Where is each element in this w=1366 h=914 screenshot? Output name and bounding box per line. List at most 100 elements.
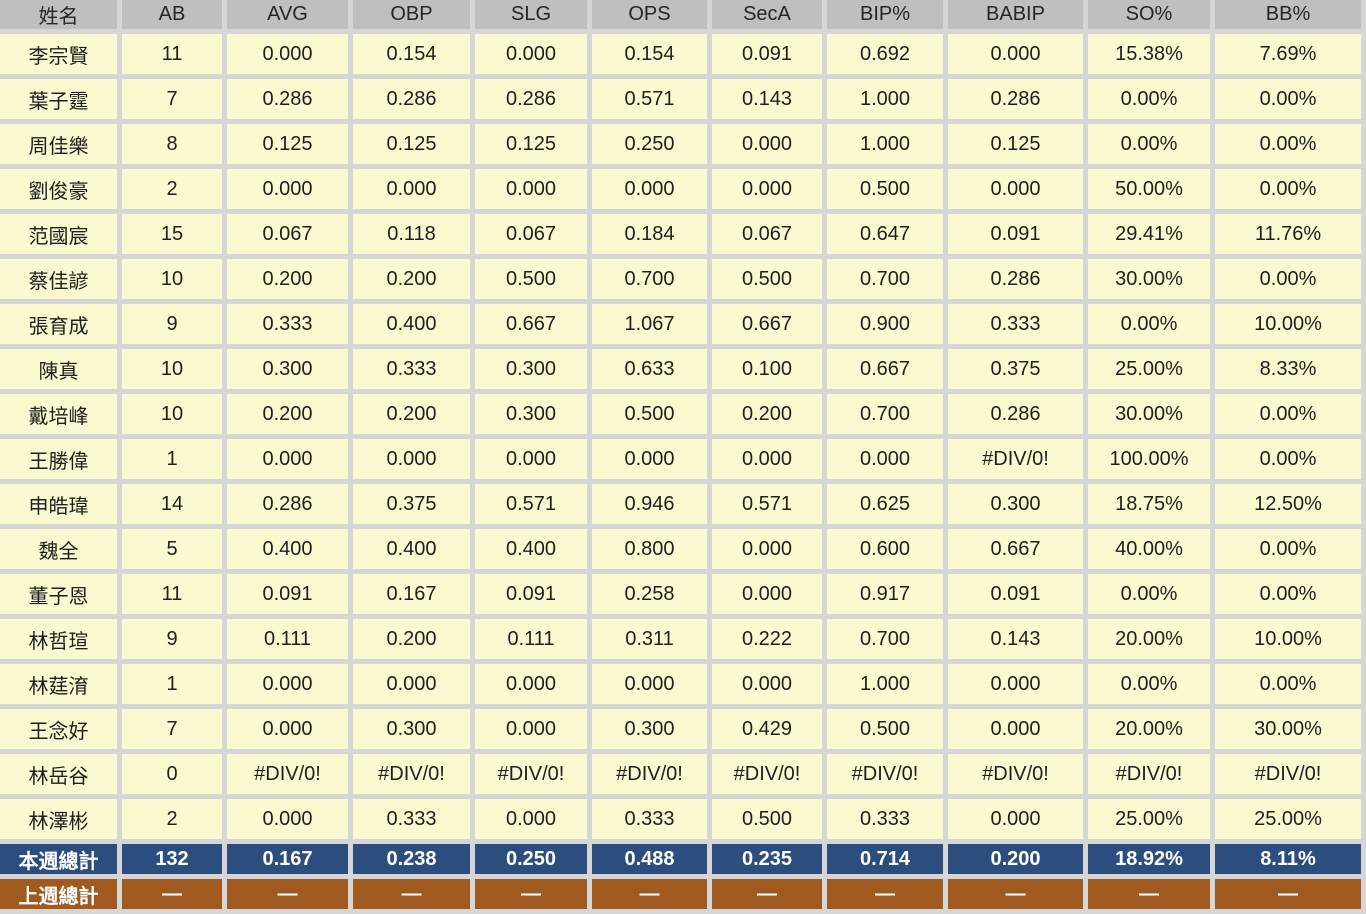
- stat-cell[interactable]: 0.900: [827, 304, 943, 344]
- stat-cell[interactable]: 0.000: [712, 529, 822, 569]
- stat-cell[interactable]: 0.300: [353, 709, 470, 749]
- stat-cell[interactable]: 0.000: [227, 664, 348, 704]
- column-header-1[interactable]: AB: [122, 0, 222, 29]
- stat-cell[interactable]: 0.286: [948, 259, 1083, 299]
- stat-cell[interactable]: 25.00%: [1215, 799, 1361, 839]
- stat-cell[interactable]: 0.00%: [1215, 529, 1361, 569]
- stat-cell[interactable]: 0.500: [712, 259, 822, 299]
- stat-cell[interactable]: 0.125: [948, 124, 1083, 164]
- stat-cell[interactable]: 30.00%: [1088, 394, 1210, 434]
- total-stat-cell[interactable]: 0.250: [475, 844, 587, 874]
- stat-cell[interactable]: 0.091: [712, 34, 822, 74]
- stat-cell[interactable]: 0.000: [227, 709, 348, 749]
- total-stat-cell[interactable]: —: [592, 879, 707, 909]
- stat-cell[interactable]: 0.067: [475, 214, 587, 254]
- column-header-7[interactable]: BIP%: [827, 0, 943, 29]
- stat-cell[interactable]: 40.00%: [1088, 529, 1210, 569]
- stat-cell[interactable]: 30.00%: [1088, 259, 1210, 299]
- stat-cell[interactable]: 1: [122, 439, 222, 479]
- stat-cell[interactable]: 0.000: [948, 169, 1083, 209]
- stat-cell[interactable]: 0.00%: [1215, 79, 1361, 119]
- stat-cell[interactable]: 20.00%: [1088, 619, 1210, 659]
- stat-cell[interactable]: 5: [122, 529, 222, 569]
- total-stat-cell[interactable]: —: [122, 879, 222, 909]
- stat-cell[interactable]: 0.000: [712, 664, 822, 704]
- stat-cell[interactable]: 0.333: [592, 799, 707, 839]
- stat-cell[interactable]: 0.000: [475, 709, 587, 749]
- stat-cell[interactable]: 10.00%: [1215, 304, 1361, 344]
- stat-cell[interactable]: 0.333: [827, 799, 943, 839]
- stat-cell[interactable]: 0.111: [227, 619, 348, 659]
- stat-cell[interactable]: 0.400: [353, 304, 470, 344]
- stat-cell[interactable]: #DIV/0!: [948, 439, 1083, 479]
- stat-cell[interactable]: 0.000: [712, 574, 822, 614]
- stat-cell[interactable]: 50.00%: [1088, 169, 1210, 209]
- stat-cell[interactable]: 0.067: [712, 214, 822, 254]
- stat-cell[interactable]: 0.375: [353, 484, 470, 524]
- stat-cell[interactable]: 1.067: [592, 304, 707, 344]
- stat-cell[interactable]: 2: [122, 799, 222, 839]
- stat-cell[interactable]: 9: [122, 619, 222, 659]
- total-stat-cell[interactable]: —: [1088, 879, 1210, 909]
- stat-cell[interactable]: 9: [122, 304, 222, 344]
- stat-cell[interactable]: 0.667: [827, 349, 943, 389]
- stat-cell[interactable]: 0.300: [948, 484, 1083, 524]
- stat-cell[interactable]: 0.000: [948, 34, 1083, 74]
- total-stat-cell[interactable]: —: [712, 879, 822, 909]
- stat-cell[interactable]: 0.000: [353, 169, 470, 209]
- stat-cell[interactable]: 0.000: [475, 664, 587, 704]
- stat-cell[interactable]: 0.200: [227, 259, 348, 299]
- stat-cell[interactable]: 29.41%: [1088, 214, 1210, 254]
- stat-cell[interactable]: 0.143: [948, 619, 1083, 659]
- stat-cell[interactable]: 0: [122, 754, 222, 794]
- stat-cell[interactable]: 0.600: [827, 529, 943, 569]
- stat-cell[interactable]: 1.000: [827, 79, 943, 119]
- stat-cell[interactable]: 0.286: [948, 79, 1083, 119]
- player-name-cell[interactable]: 李宗賢: [0, 34, 117, 74]
- player-name-cell[interactable]: 陳真: [0, 349, 117, 389]
- column-header-2[interactable]: AVG: [227, 0, 348, 29]
- stat-cell[interactable]: 0.700: [592, 259, 707, 299]
- stat-cell[interactable]: 0.143: [712, 79, 822, 119]
- stat-cell[interactable]: 0.000: [475, 799, 587, 839]
- total-stat-cell[interactable]: 0.714: [827, 844, 943, 874]
- player-name-cell[interactable]: 蔡佳諺: [0, 259, 117, 299]
- stat-cell[interactable]: 0.000: [475, 169, 587, 209]
- total-stat-cell[interactable]: 132: [122, 844, 222, 874]
- stat-cell[interactable]: 0.200: [353, 394, 470, 434]
- stat-cell[interactable]: 15: [122, 214, 222, 254]
- player-name-cell[interactable]: 王念好: [0, 709, 117, 749]
- stat-cell[interactable]: 0.500: [592, 394, 707, 434]
- stat-cell[interactable]: 0.125: [227, 124, 348, 164]
- stat-cell[interactable]: 0.00%: [1088, 664, 1210, 704]
- stat-cell[interactable]: 0.667: [475, 304, 587, 344]
- stat-cell[interactable]: 100.00%: [1088, 439, 1210, 479]
- stat-cell[interactable]: 25.00%: [1088, 799, 1210, 839]
- stat-cell[interactable]: 0.154: [592, 34, 707, 74]
- stat-cell[interactable]: 0.091: [948, 214, 1083, 254]
- stat-cell[interactable]: 0.647: [827, 214, 943, 254]
- stat-cell[interactable]: 30.00%: [1215, 709, 1361, 749]
- stat-cell[interactable]: 0.000: [592, 169, 707, 209]
- total-stat-cell[interactable]: —: [475, 879, 587, 909]
- total-stat-cell[interactable]: —: [353, 879, 470, 909]
- stat-cell[interactable]: 0.667: [948, 529, 1083, 569]
- stat-cell[interactable]: 0.300: [227, 349, 348, 389]
- stat-cell[interactable]: 0.111: [475, 619, 587, 659]
- stat-cell[interactable]: 0.286: [353, 79, 470, 119]
- stat-cell[interactable]: 0.00%: [1088, 574, 1210, 614]
- column-header-4[interactable]: SLG: [475, 0, 587, 29]
- stat-cell[interactable]: #DIV/0!: [592, 754, 707, 794]
- stat-cell[interactable]: 1: [122, 664, 222, 704]
- stat-cell[interactable]: 0.00%: [1088, 124, 1210, 164]
- player-name-cell[interactable]: 魏全: [0, 529, 117, 569]
- player-name-cell[interactable]: 周佳樂: [0, 124, 117, 164]
- stat-cell[interactable]: 0.333: [353, 799, 470, 839]
- stat-cell[interactable]: 0.917: [827, 574, 943, 614]
- stat-cell[interactable]: 0.500: [827, 169, 943, 209]
- stat-cell[interactable]: 11: [122, 34, 222, 74]
- stat-cell[interactable]: 0.625: [827, 484, 943, 524]
- total-stat-cell[interactable]: 0.167: [227, 844, 348, 874]
- stat-cell[interactable]: 0.700: [827, 394, 943, 434]
- player-name-cell[interactable]: 葉子霆: [0, 79, 117, 119]
